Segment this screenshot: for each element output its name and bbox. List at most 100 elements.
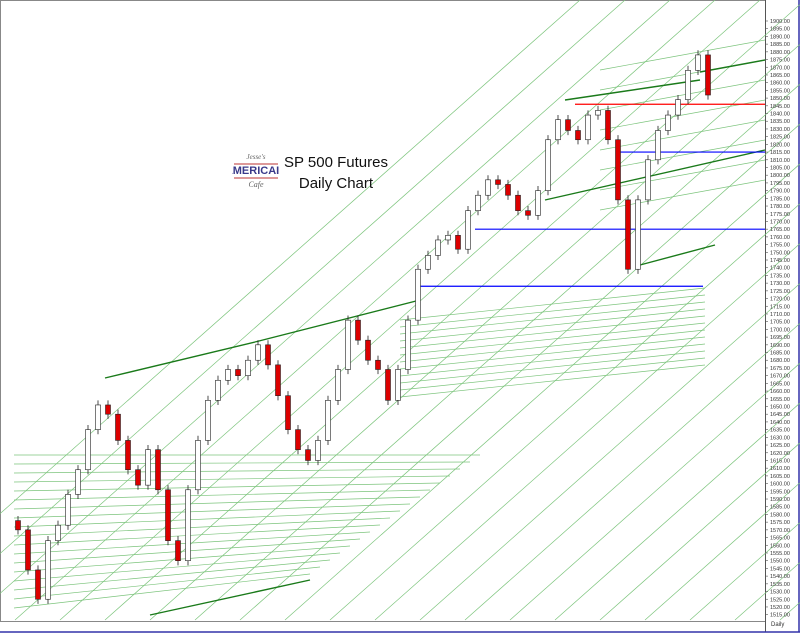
candle-body [125, 440, 131, 471]
candle-body [275, 364, 281, 397]
y-tick-label: 1825.00 [770, 135, 790, 141]
candle-body [325, 400, 331, 441]
support-line [13, 531, 371, 555]
y-tick-label: 1870.00 [770, 65, 790, 71]
y-tick-label: 1620.00 [770, 451, 790, 457]
trend-line [149, 579, 311, 616]
support-line [399, 308, 706, 342]
candle-body [195, 440, 201, 491]
y-tick-label: 1615.00 [770, 458, 790, 464]
support-line [13, 496, 421, 510]
candle-body [525, 210, 531, 216]
support-line [399, 329, 706, 363]
fan-line [599, 442, 800, 621]
candle-body [455, 235, 461, 250]
y-tick-label: 1800.00 [770, 173, 790, 179]
svg-text:AMERICAIN: AMERICAIN [232, 165, 280, 177]
resistance-line [599, 139, 766, 171]
y-tick-label: 1795.00 [770, 181, 790, 187]
y-tick-label: 1840.00 [770, 112, 790, 118]
candle-body [85, 429, 91, 471]
y-tick-label: 1740.00 [770, 266, 790, 272]
y-tick-label: 1845.00 [770, 104, 790, 110]
y-tick-label: 1675.00 [770, 366, 790, 372]
y-tick-label: 1850.00 [770, 96, 790, 102]
y-tick-label: 1735.00 [770, 273, 790, 279]
support-line [399, 336, 706, 370]
support-line [399, 315, 706, 349]
candle-body [205, 400, 211, 441]
y-tick-label: 1805.00 [770, 165, 790, 171]
candle-body [355, 319, 361, 341]
y-tick-label: 1815.00 [770, 150, 790, 156]
support-line [13, 510, 401, 528]
svg-text:Cafe: Cafe [248, 180, 264, 189]
candle-body [585, 114, 591, 141]
y-tick-label: 1590.00 [770, 497, 790, 503]
support-line [13, 545, 351, 573]
y-tick-label: 1710.00 [770, 312, 790, 318]
y-tick-label: 1770.00 [770, 219, 790, 225]
trend-line [544, 149, 766, 201]
fan-line [329, 203, 800, 621]
support-line [399, 350, 706, 384]
americain-cafe-logo: Jesse's AMERICAIN Cafe [225, 150, 287, 190]
y-tick-label: 1520.00 [770, 605, 790, 611]
y-tick-label: 1835.00 [770, 119, 790, 125]
y-tick-label: 1865.00 [770, 73, 790, 79]
candle-body [115, 413, 121, 441]
support-line [13, 524, 381, 546]
candle-body [185, 489, 191, 562]
candle-body [445, 235, 451, 241]
y-tick-label: 1670.00 [770, 374, 790, 380]
y-tick-label: 1585.00 [770, 505, 790, 511]
y-tick-label: 1715.00 [770, 304, 790, 310]
candle-body [465, 210, 471, 250]
candle-body [675, 99, 681, 116]
y-tick-label: 1790.00 [770, 189, 790, 195]
candle-body [505, 184, 511, 196]
trend-line [104, 341, 256, 379]
resistance-line [599, 79, 766, 111]
support-line [399, 322, 706, 356]
candle-body [515, 194, 521, 211]
y-tick-label: 1650.00 [770, 405, 790, 411]
candle-body [575, 130, 581, 141]
candle-body [395, 369, 401, 401]
y-tick-label: 1635.00 [770, 428, 790, 434]
candle-body [155, 449, 161, 491]
support-line [13, 489, 431, 501]
candle-body [385, 369, 391, 401]
y-tick-label: 1665.00 [770, 381, 790, 387]
support-line [13, 461, 471, 465]
candle-body [55, 524, 61, 541]
support-line [399, 343, 706, 377]
y-tick-label: 1730.00 [770, 281, 790, 287]
support-line [13, 517, 391, 537]
candle-body [365, 339, 371, 361]
y-tick-label: 1555.00 [770, 551, 790, 557]
candle-body [695, 54, 701, 71]
support-line [13, 482, 441, 492]
y-tick-label: 1880.00 [770, 50, 790, 56]
support-line [399, 294, 706, 328]
candle-body [655, 130, 661, 161]
y-tick-label: 1630.00 [770, 435, 790, 441]
candle-body [285, 395, 291, 430]
candle-body [405, 319, 411, 370]
support-line [13, 552, 341, 582]
y-tick-label: 1570.00 [770, 528, 790, 534]
candle-body [435, 239, 441, 256]
candle-body [45, 540, 51, 600]
y-tick-label: 1575.00 [770, 520, 790, 526]
chart-title-block: SP 500 Futures Daily Chart [284, 152, 388, 194]
candle-body [215, 379, 221, 401]
y-tick-label: 1875.00 [770, 58, 790, 64]
fan-line [239, 123, 800, 621]
y-tick-label: 1540.00 [770, 574, 790, 580]
candle-body [145, 449, 151, 486]
support-line [399, 364, 706, 398]
y-tick-label: 1530.00 [770, 590, 790, 596]
fan-line [194, 83, 800, 621]
support-line [13, 503, 411, 519]
